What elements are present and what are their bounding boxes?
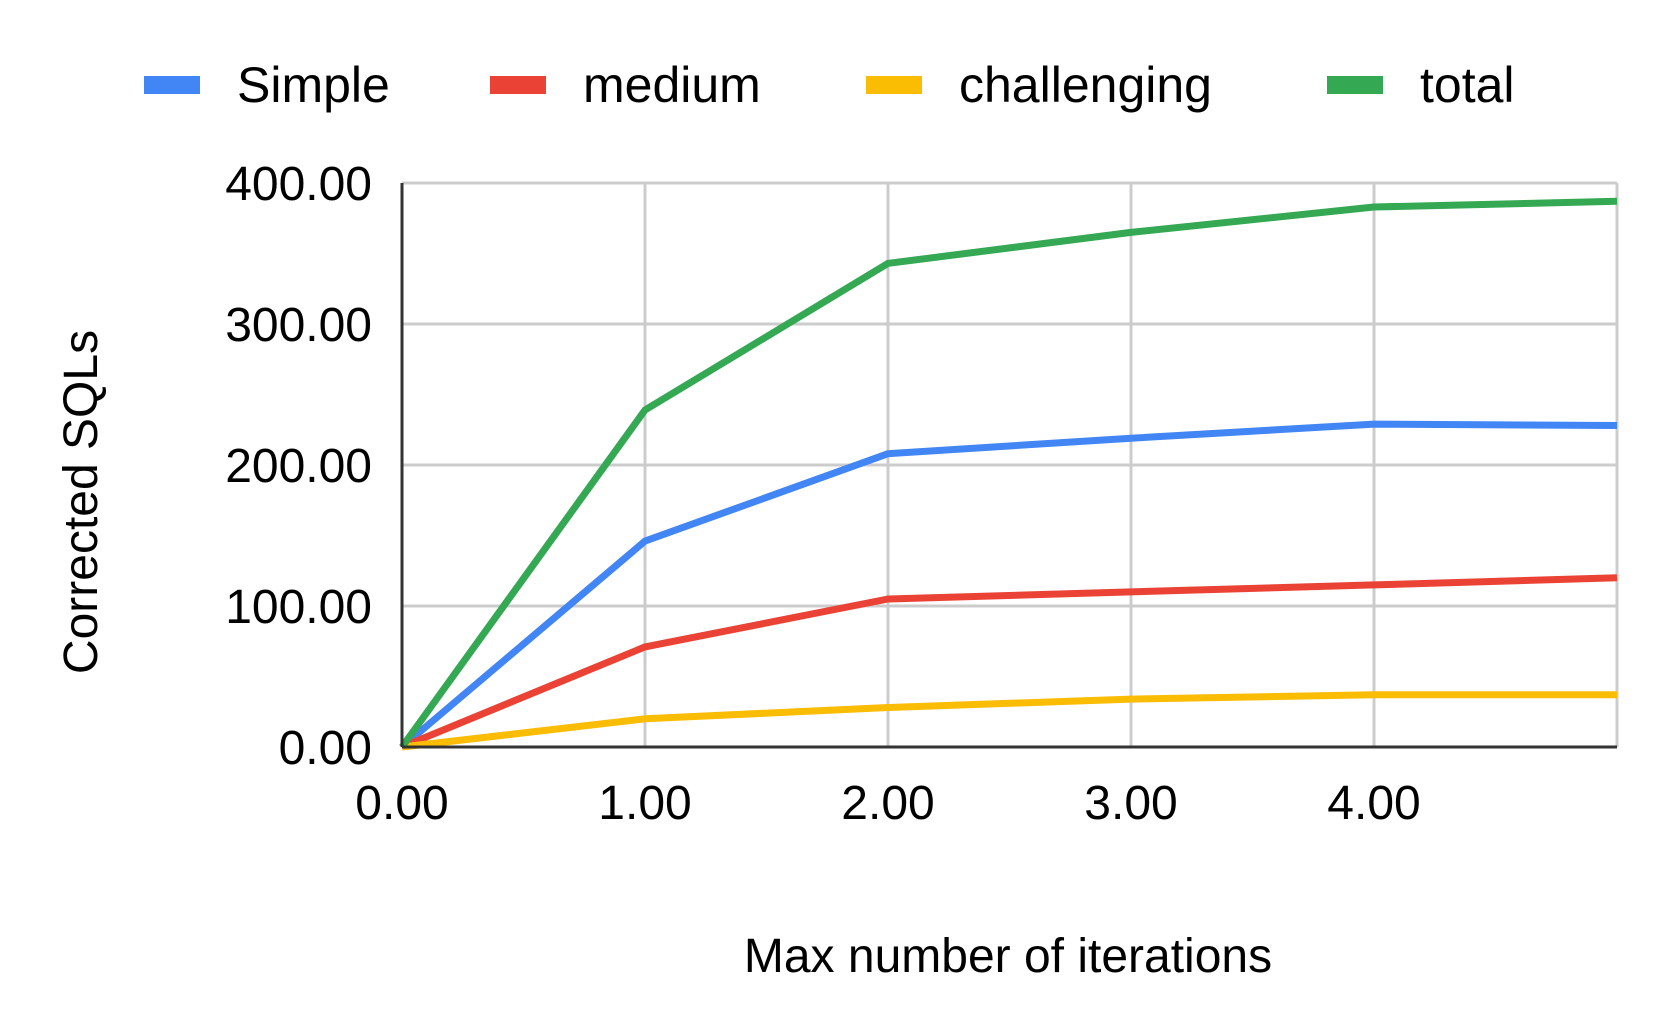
x-tick-label: 4.00 [1327, 777, 1420, 830]
legend-item-simple: Simple [144, 57, 390, 113]
x-tick-label: 0.00 [355, 777, 448, 830]
y-axis-title: Corrected SQLs [55, 330, 108, 674]
legend-item-challenging: challenging [866, 57, 1212, 113]
x-tick-label: 1.00 [598, 777, 691, 830]
legend: Simple medium challenging total [144, 57, 1515, 113]
legend-swatch [144, 76, 200, 94]
legend-item-total: total [1327, 57, 1515, 113]
series-line-medium [400, 574, 1618, 751]
axes [400, 183, 1617, 749]
x-axis-title: Max number of iterations [744, 930, 1272, 983]
series-lines [399, 197, 1618, 751]
x-tick-label: 2.00 [841, 777, 934, 830]
x-tick-labels: 0.00 1.00 2.00 3.00 4.00 [355, 777, 1420, 830]
series-line-total [399, 197, 1618, 750]
y-tick-label: 0.00 [279, 722, 372, 775]
y-tick-label: 100.00 [225, 581, 372, 634]
series-line-challenging [401, 691, 1617, 751]
y-tick-label: 300.00 [225, 299, 372, 352]
series-line-simple [399, 420, 1618, 750]
legend-item-medium: medium [490, 57, 761, 113]
legend-swatch [866, 76, 922, 94]
legend-swatch [1327, 76, 1383, 94]
y-tick-label: 400.00 [225, 158, 372, 211]
legend-label: total [1420, 57, 1515, 113]
legend-label: challenging [959, 57, 1212, 113]
legend-label: medium [583, 57, 761, 113]
x-tick-label: 3.00 [1084, 777, 1177, 830]
legend-swatch [490, 76, 546, 94]
y-tick-labels: 0.00 100.00 200.00 300.00 400.00 [225, 158, 372, 775]
y-tick-label: 200.00 [225, 440, 372, 493]
gridlines [402, 181, 1619, 747]
legend-label: Simple [237, 57, 390, 113]
